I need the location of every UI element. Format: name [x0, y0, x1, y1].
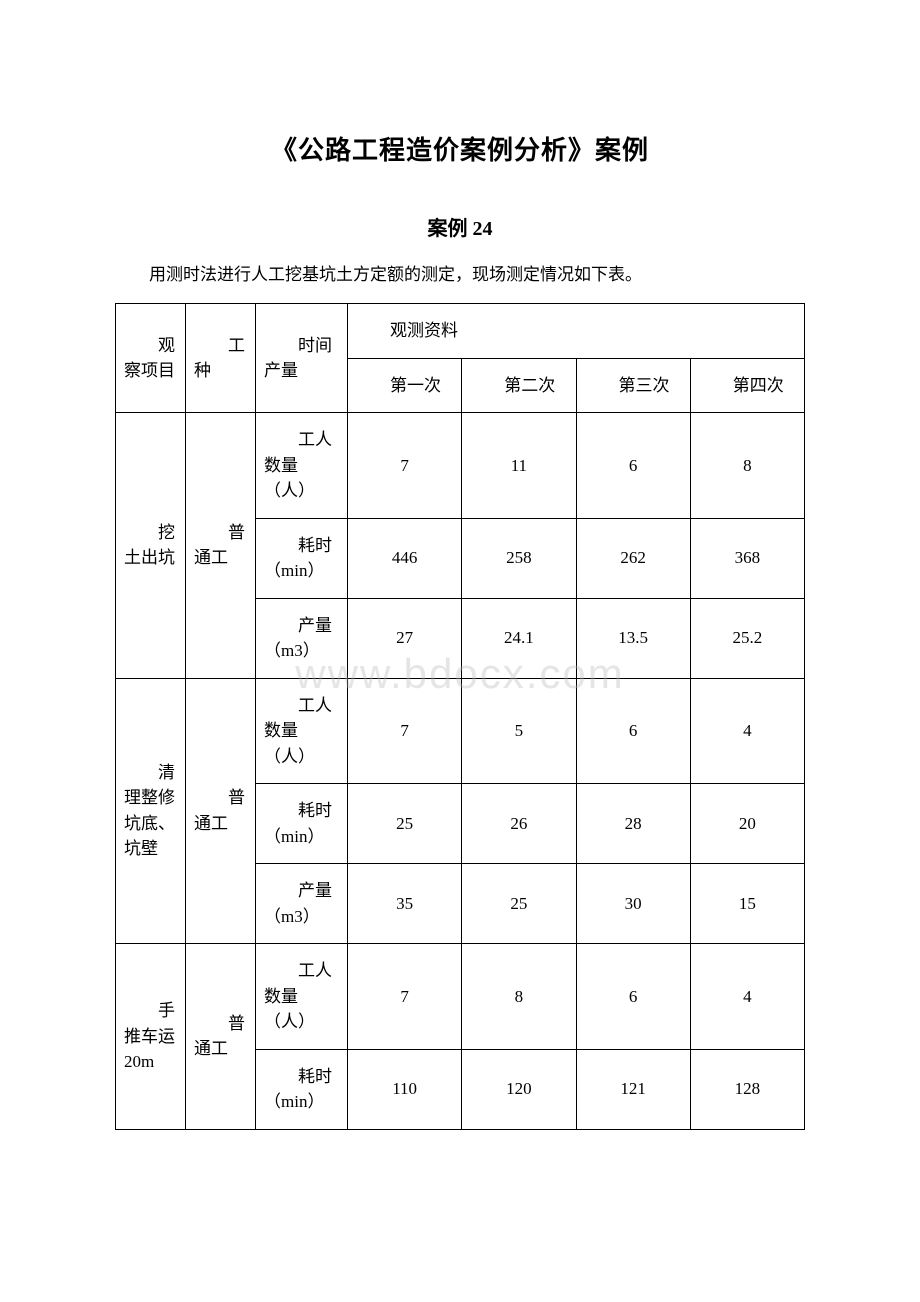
header-obs3: 第三次	[576, 358, 690, 413]
data-table: 观察项目 工种 时间产量 观测资料 第一次 第二次 第三次 第四次 挖土出坑 普…	[115, 303, 805, 1130]
data-cell: 110	[348, 1049, 462, 1129]
data-cell: 7	[348, 413, 462, 519]
data-cell: 4	[690, 944, 804, 1050]
data-cell: 4	[690, 678, 804, 784]
data-cell: 121	[576, 1049, 690, 1129]
sub-title: 案例 24	[115, 212, 805, 241]
data-cell: 28	[576, 784, 690, 864]
data-cell: 13.5	[576, 598, 690, 678]
data-cell: 6	[576, 944, 690, 1050]
data-cell: 25	[348, 784, 462, 864]
data-cell: 27	[348, 598, 462, 678]
worktype-cell: 普通工	[186, 678, 256, 944]
data-cell: 8	[690, 413, 804, 519]
data-cell: 7	[348, 678, 462, 784]
table-row: 挖土出坑 普通工 工人数量（人） 7 11 6 8	[116, 413, 805, 519]
data-cell: 6	[576, 413, 690, 519]
header-obs1: 第一次	[348, 358, 462, 413]
data-cell: 25.2	[690, 598, 804, 678]
data-cell: 8	[462, 944, 576, 1050]
project-cell: 挖土出坑	[116, 413, 186, 679]
data-cell: 15	[690, 864, 804, 944]
table-row: 清理整修坑底、坑壁 普通工 工人数量（人） 7 5 6 4	[116, 678, 805, 784]
data-cell: 25	[462, 864, 576, 944]
project-cell: 手推车运20m	[116, 944, 186, 1130]
metric-cell: 耗时（min）	[256, 784, 348, 864]
header-obs-group: 观测资料	[348, 304, 805, 359]
header-obs2: 第二次	[462, 358, 576, 413]
table-header-row-1: 观察项目 工种 时间产量 观测资料	[116, 304, 805, 359]
data-cell: 30	[576, 864, 690, 944]
metric-cell: 耗时（min）	[256, 518, 348, 598]
data-cell: 368	[690, 518, 804, 598]
header-metric: 时间产量	[256, 304, 348, 413]
worktype-cell: 普通工	[186, 944, 256, 1130]
data-cell: 26	[462, 784, 576, 864]
intro-text: 用测时法进行人工挖基坑土方定额的测定，现场测定情况如下表。	[115, 261, 805, 288]
metric-cell: 耗时（min）	[256, 1049, 348, 1129]
data-cell: 120	[462, 1049, 576, 1129]
data-cell: 5	[462, 678, 576, 784]
header-obs4: 第四次	[690, 358, 804, 413]
metric-cell: 工人数量（人）	[256, 944, 348, 1050]
header-project: 观察项目	[116, 304, 186, 413]
project-cell: 清理整修坑底、坑壁	[116, 678, 186, 944]
data-cell: 20	[690, 784, 804, 864]
metric-cell: 产量（m3）	[256, 598, 348, 678]
data-cell: 24.1	[462, 598, 576, 678]
table-row: 手推车运20m 普通工 工人数量（人） 7 8 6 4	[116, 944, 805, 1050]
data-cell: 262	[576, 518, 690, 598]
data-cell: 35	[348, 864, 462, 944]
main-title: 《公路工程造价案例分析》案例	[115, 130, 805, 167]
data-cell: 6	[576, 678, 690, 784]
metric-cell: 产量（m3）	[256, 864, 348, 944]
data-cell: 128	[690, 1049, 804, 1129]
worktype-cell: 普通工	[186, 413, 256, 679]
header-type: 工种	[186, 304, 256, 413]
data-cell: 7	[348, 944, 462, 1050]
metric-cell: 工人数量（人）	[256, 413, 348, 519]
metric-cell: 工人数量（人）	[256, 678, 348, 784]
data-cell: 11	[462, 413, 576, 519]
data-cell: 446	[348, 518, 462, 598]
data-cell: 258	[462, 518, 576, 598]
